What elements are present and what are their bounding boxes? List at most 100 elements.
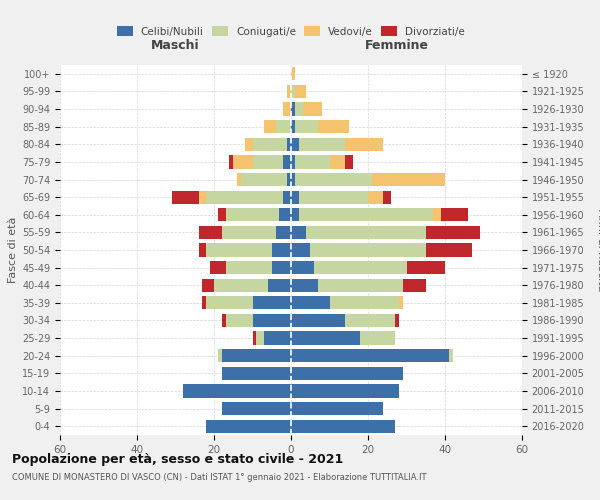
Bar bbox=[302, 102, 322, 116]
Bar bbox=[291, 102, 295, 116]
Bar bbox=[295, 173, 372, 186]
Bar bbox=[291, 261, 314, 274]
Bar bbox=[295, 102, 302, 116]
Bar bbox=[299, 190, 368, 204]
Bar bbox=[368, 190, 383, 204]
Bar bbox=[214, 278, 268, 292]
Bar bbox=[226, 208, 280, 222]
Bar bbox=[280, 208, 291, 222]
Bar bbox=[291, 120, 295, 134]
Bar bbox=[283, 190, 291, 204]
Bar bbox=[299, 208, 433, 222]
Bar bbox=[253, 156, 283, 168]
Bar bbox=[202, 278, 214, 292]
Bar bbox=[345, 314, 395, 327]
Bar bbox=[283, 156, 291, 168]
Bar bbox=[272, 261, 291, 274]
Bar bbox=[275, 226, 291, 239]
Bar bbox=[256, 332, 264, 344]
Bar bbox=[222, 402, 291, 415]
Bar bbox=[222, 366, 291, 380]
Bar bbox=[291, 67, 295, 80]
Bar bbox=[403, 278, 426, 292]
Bar bbox=[245, 138, 253, 151]
Bar bbox=[307, 226, 426, 239]
Bar bbox=[253, 296, 291, 310]
Bar bbox=[291, 332, 360, 344]
Text: Femmine: Femmine bbox=[365, 39, 429, 52]
Bar bbox=[426, 226, 479, 239]
Bar bbox=[229, 156, 233, 168]
Bar bbox=[399, 296, 403, 310]
Bar bbox=[226, 314, 253, 327]
Bar bbox=[206, 420, 291, 433]
Bar bbox=[395, 314, 399, 327]
Bar bbox=[218, 349, 222, 362]
Y-axis label: Anni di nascita: Anni di nascita bbox=[596, 209, 600, 291]
Bar bbox=[264, 120, 275, 134]
Bar bbox=[291, 420, 395, 433]
Bar bbox=[291, 156, 295, 168]
Bar bbox=[283, 102, 291, 116]
Bar bbox=[222, 226, 275, 239]
Bar bbox=[206, 190, 283, 204]
Bar bbox=[172, 190, 199, 204]
Bar bbox=[202, 296, 206, 310]
Bar bbox=[291, 85, 295, 98]
Bar bbox=[291, 314, 345, 327]
Bar bbox=[206, 244, 272, 256]
Bar bbox=[218, 208, 226, 222]
Bar bbox=[287, 138, 291, 151]
Bar bbox=[310, 244, 426, 256]
Bar bbox=[291, 402, 383, 415]
Text: Maschi: Maschi bbox=[151, 39, 200, 52]
Bar bbox=[253, 332, 256, 344]
Bar bbox=[199, 244, 206, 256]
Bar bbox=[210, 261, 226, 274]
Bar bbox=[199, 190, 206, 204]
Bar bbox=[295, 85, 307, 98]
Bar bbox=[241, 173, 287, 186]
Bar bbox=[233, 156, 253, 168]
Bar bbox=[318, 278, 403, 292]
Bar bbox=[383, 190, 391, 204]
Bar bbox=[291, 349, 449, 362]
Bar bbox=[345, 138, 383, 151]
Text: COMUNE DI MONASTERO DI VASCO (CN) - Dati ISTAT 1° gennaio 2021 - Elaborazione TU: COMUNE DI MONASTERO DI VASCO (CN) - Dati… bbox=[12, 472, 427, 482]
Bar bbox=[299, 138, 345, 151]
Bar bbox=[291, 278, 318, 292]
Bar bbox=[291, 366, 403, 380]
Bar bbox=[291, 138, 299, 151]
Bar bbox=[291, 226, 307, 239]
Bar bbox=[287, 85, 291, 98]
Bar bbox=[449, 349, 453, 362]
Legend: Celibi/Nubili, Coniugati/e, Vedovi/e, Divorziati/e: Celibi/Nubili, Coniugati/e, Vedovi/e, Di… bbox=[113, 22, 469, 40]
Bar bbox=[318, 120, 349, 134]
Bar bbox=[360, 332, 395, 344]
Bar bbox=[426, 244, 472, 256]
Bar bbox=[199, 226, 222, 239]
Bar bbox=[272, 244, 291, 256]
Bar bbox=[291, 296, 329, 310]
Y-axis label: Fasce di età: Fasce di età bbox=[8, 217, 18, 283]
Bar bbox=[291, 384, 399, 398]
Bar bbox=[268, 278, 291, 292]
Bar bbox=[291, 173, 295, 186]
Bar bbox=[287, 173, 291, 186]
Bar bbox=[291, 208, 299, 222]
Bar bbox=[372, 173, 445, 186]
Bar bbox=[291, 244, 310, 256]
Bar bbox=[206, 296, 253, 310]
Bar bbox=[329, 296, 399, 310]
Bar bbox=[329, 156, 345, 168]
Text: Popolazione per età, sesso e stato civile - 2021: Popolazione per età, sesso e stato civil… bbox=[12, 452, 343, 466]
Bar bbox=[441, 208, 468, 222]
Bar bbox=[345, 156, 353, 168]
Bar bbox=[253, 314, 291, 327]
Bar bbox=[222, 314, 226, 327]
Bar bbox=[314, 261, 407, 274]
Bar bbox=[237, 173, 241, 186]
Bar bbox=[295, 120, 318, 134]
Bar bbox=[407, 261, 445, 274]
Bar bbox=[433, 208, 441, 222]
